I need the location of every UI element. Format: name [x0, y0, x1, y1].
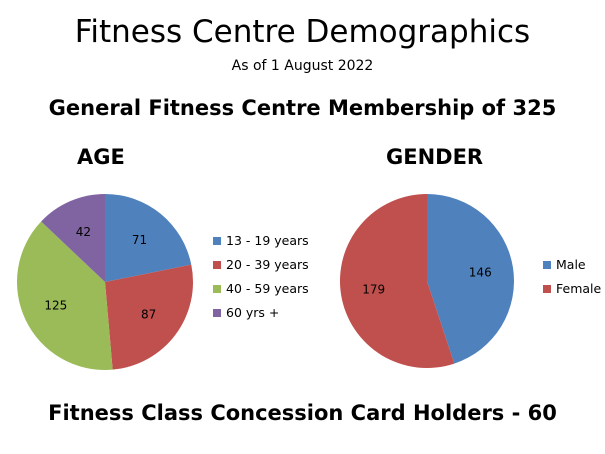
age-legend-label-0: 13 - 19 years: [226, 233, 309, 248]
gender-slice-0: [427, 194, 514, 364]
gender-slice-1: [340, 194, 455, 369]
age-slice-2: [17, 221, 113, 370]
gender-legend-swatch-0: [543, 261, 551, 269]
page-title: Fitness Centre Demographics: [74, 14, 531, 50]
gender-data-label-0: 146: [469, 265, 492, 279]
age-slice-1: [105, 264, 193, 370]
gender-data-label-1: 179: [362, 283, 385, 297]
gender-legend-label-1: Female: [556, 281, 602, 296]
page-subtitle: As of 1 August 2022: [231, 58, 374, 74]
age-data-label-3: 42: [76, 225, 91, 239]
age-legend-label-3: 60 yrs +: [226, 305, 279, 320]
membership-heading: General Fitness Centre Membership of 325: [48, 96, 557, 120]
gender-chart-title: GENDER: [386, 145, 484, 169]
age-slice-0: [105, 194, 192, 282]
age-legend-swatch-2: [213, 285, 221, 293]
age-legend-label-1: 20 - 39 years: [226, 257, 309, 272]
gender-legend-label-0: Male: [556, 257, 586, 272]
age-chart-title: AGE: [77, 145, 125, 169]
age-data-label-2: 125: [44, 299, 67, 313]
age-legend-swatch-3: [213, 309, 221, 317]
concession-heading: Fitness Class Concession Card Holders - …: [48, 401, 557, 425]
age-legend-swatch-0: [213, 237, 221, 245]
age-legend-swatch-1: [213, 261, 221, 269]
gender-legend-swatch-1: [543, 285, 551, 293]
age-legend-label-2: 40 - 59 years: [226, 281, 309, 296]
age-data-label-0: 71: [132, 233, 147, 247]
age-data-label-1: 87: [141, 308, 156, 322]
age-slice-3: [41, 194, 105, 282]
